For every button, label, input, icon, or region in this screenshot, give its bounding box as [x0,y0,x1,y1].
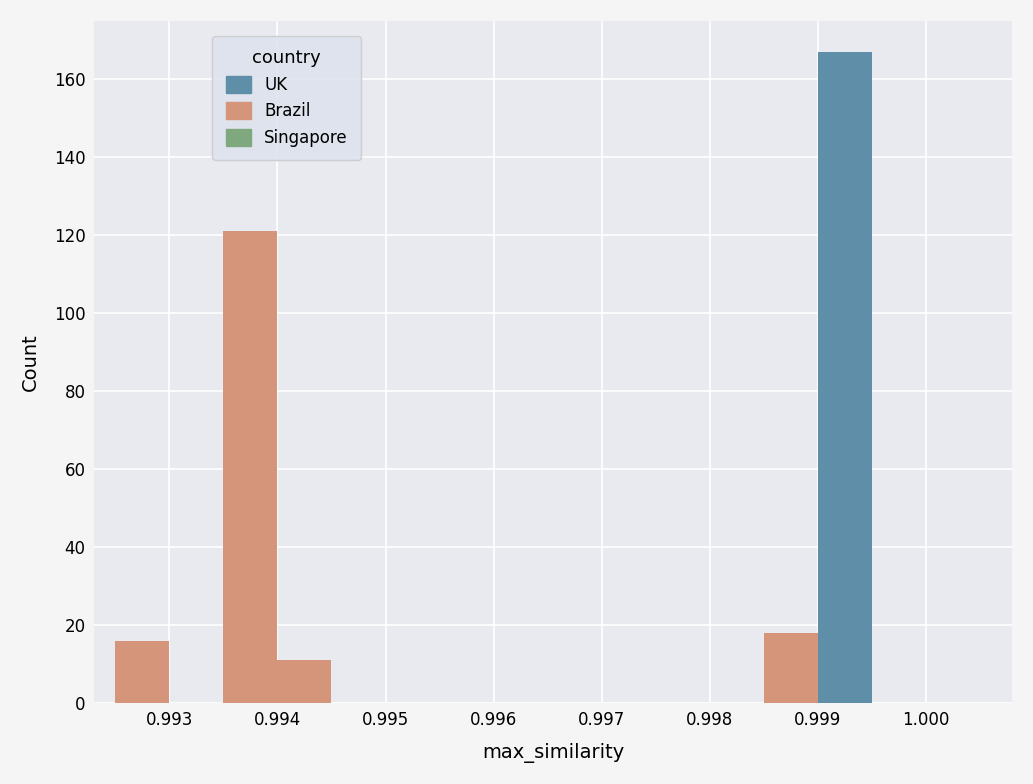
Legend: UK, Brazil, Singapore: UK, Brazil, Singapore [213,36,361,160]
Y-axis label: Count: Count [21,333,40,390]
Bar [818,52,872,703]
Bar [223,231,278,703]
X-axis label: max_similarity: max_similarity [481,743,624,763]
Bar [278,660,332,703]
Bar [763,633,818,703]
Bar [116,641,169,703]
